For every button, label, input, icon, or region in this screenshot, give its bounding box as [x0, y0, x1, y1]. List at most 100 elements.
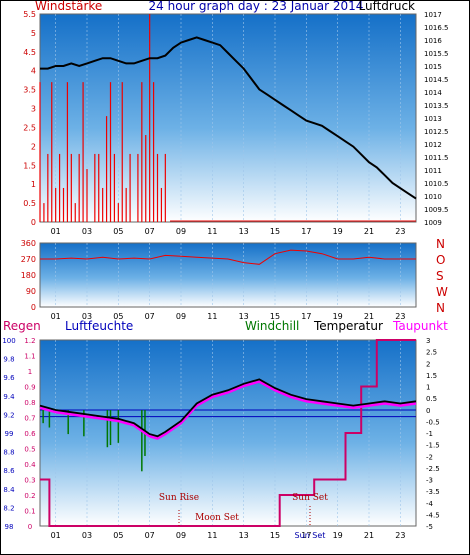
humidity-tick-label: 9.4: [3, 393, 15, 401]
rain-tick-label: 0.7: [24, 415, 35, 423]
x-tick-label: 17: [301, 312, 311, 321]
temperature-line: [39, 378, 417, 438]
x-tick-label: 03: [82, 227, 92, 236]
wind-tick-label: 3: [31, 105, 36, 114]
temperature-tick-label: -2.5: [426, 465, 440, 473]
x-tick-label: 21: [364, 312, 374, 321]
x-tick-label: 17: [301, 227, 311, 236]
rain-tick-label: 0.8: [24, 399, 35, 407]
x-tick-label: 03: [82, 312, 92, 321]
moonset-label: Moon Set: [195, 513, 239, 523]
humidity-tick-label: 99: [5, 430, 14, 438]
x-tick-label: 09: [176, 312, 186, 321]
x-tick-label: 03: [82, 531, 92, 540]
pressure-tick-label: 1015: [424, 63, 442, 71]
humidity-legend: Luftfeuchte: [65, 319, 133, 333]
wind-tick-label: 5.5: [23, 10, 36, 19]
x-tick-label: 13: [239, 227, 249, 236]
pressure-tick-label: 1014: [424, 89, 442, 97]
temperature-tick-label: -1: [426, 430, 433, 438]
humidity-tick-label: 9.2: [3, 411, 14, 419]
x-tick-label: 07: [145, 531, 155, 540]
x-tick-label: 07: [145, 312, 155, 321]
x-tick-label: 13: [239, 312, 249, 321]
x-tick-label: 05: [113, 531, 123, 540]
x-tick-label: 19: [333, 531, 343, 540]
direction-letter: O: [436, 253, 445, 267]
x-tick-label: 11: [207, 312, 217, 321]
wind-tick-label: 5: [31, 29, 36, 38]
wind-direction-panel: [39, 242, 417, 308]
humidity-tick-label: 98: [5, 523, 14, 531]
x-tick-label: 23: [395, 531, 405, 540]
x-tick-label: 19: [333, 312, 343, 321]
rain-tick-label: 0.3: [24, 477, 35, 485]
pressure-axis-title: Luftdruck: [358, 0, 415, 13]
temperature-tick-label: -3.5: [426, 488, 440, 496]
x-tick-label: 01: [51, 312, 61, 321]
pressure-tick-label: 1010.5: [424, 180, 449, 188]
pressure-tick-label: 1010: [424, 193, 442, 201]
direction-letter: N: [436, 237, 445, 251]
pressure-tick-label: 1014.5: [424, 76, 449, 84]
x-tick-label: 19: [333, 227, 343, 236]
wind-tick-label: 3.5: [23, 86, 36, 95]
x-tick-label: 11: [207, 531, 217, 540]
x-tick-label: 15: [270, 227, 280, 236]
x-tick-label: 23: [395, 312, 405, 321]
x-tick-label: 09: [176, 227, 186, 236]
temperature-tick-label: 1: [426, 384, 430, 392]
wind-tick-label: 2.5: [23, 123, 36, 132]
temperature-tick-label: 3: [426, 337, 430, 345]
temperature-tick-label: 2.5: [426, 349, 437, 357]
direction-tick-label: 90: [26, 287, 36, 296]
rain-tick-label: 0.9: [24, 384, 35, 392]
humidity-tick-label: 8.8: [3, 449, 14, 457]
rain-tick-label: 0.1: [24, 508, 35, 516]
temperature-tick-label: -4.5: [426, 511, 440, 519]
wind-pressure-panel: [39, 13, 417, 223]
temperature-tick-label: -3: [426, 477, 433, 485]
pressure-tick-label: 1016: [424, 37, 442, 45]
temperature-tick-label: 0: [426, 407, 430, 415]
wind-tick-label: 1.5: [23, 161, 36, 170]
x-tick-label: 01: [51, 531, 61, 540]
pressure-tick-label: 1011.5: [424, 154, 449, 162]
x-tick-label: 21: [364, 531, 374, 540]
pressure-tick-label: 1013: [424, 115, 442, 123]
temperature-legend: Temperatur: [313, 319, 383, 333]
x-tick-label: 23: [395, 227, 405, 236]
pressure-tick-label: 1013.5: [424, 102, 449, 110]
temperature-tick-label: -0.5: [426, 418, 440, 426]
rain-tick-label: 0.2: [24, 492, 35, 500]
temperature-tick-label: -1.5: [426, 442, 440, 450]
direction-letter: N: [436, 301, 445, 315]
wind-tick-label: 0.5: [23, 199, 36, 208]
humidity-tick-label: 8.2: [3, 504, 14, 512]
x-tick-label: 15: [270, 531, 280, 540]
direction-tick-label: 270: [21, 255, 36, 264]
x-tick-label: 01: [51, 227, 61, 236]
sunrise-label: Sun Rise: [159, 493, 199, 503]
x-tick-label: 05: [113, 227, 123, 236]
humidity-tick-label: 100: [2, 337, 15, 345]
rain-line: [40, 339, 416, 527]
pressure-tick-label: 1009.5: [424, 206, 449, 214]
x-tick-label: 13: [239, 531, 249, 540]
pressure-tick-label: 1012: [424, 141, 442, 149]
x-tick-label: 21: [364, 227, 374, 236]
pressure-tick-label: 1017: [424, 11, 442, 19]
temperature-tick-label: -5: [426, 523, 433, 531]
x-tick-label: 05: [113, 312, 123, 321]
x-tick-label: 17: [301, 531, 311, 540]
pressure-line: [40, 36, 417, 200]
temperature-tick-label: -2: [426, 453, 433, 461]
x-tick-label: 11: [207, 227, 217, 236]
direction-tick-label: 0: [31, 303, 36, 312]
temperature-tick-label: 1.5: [426, 372, 437, 380]
wind-axis-title: Windstärke: [35, 0, 102, 13]
pressure-tick-label: 1015.5: [424, 50, 449, 58]
humidity-tick-label: 8.4: [3, 486, 15, 494]
dewpoint-legend: Taupunkt: [392, 319, 448, 333]
